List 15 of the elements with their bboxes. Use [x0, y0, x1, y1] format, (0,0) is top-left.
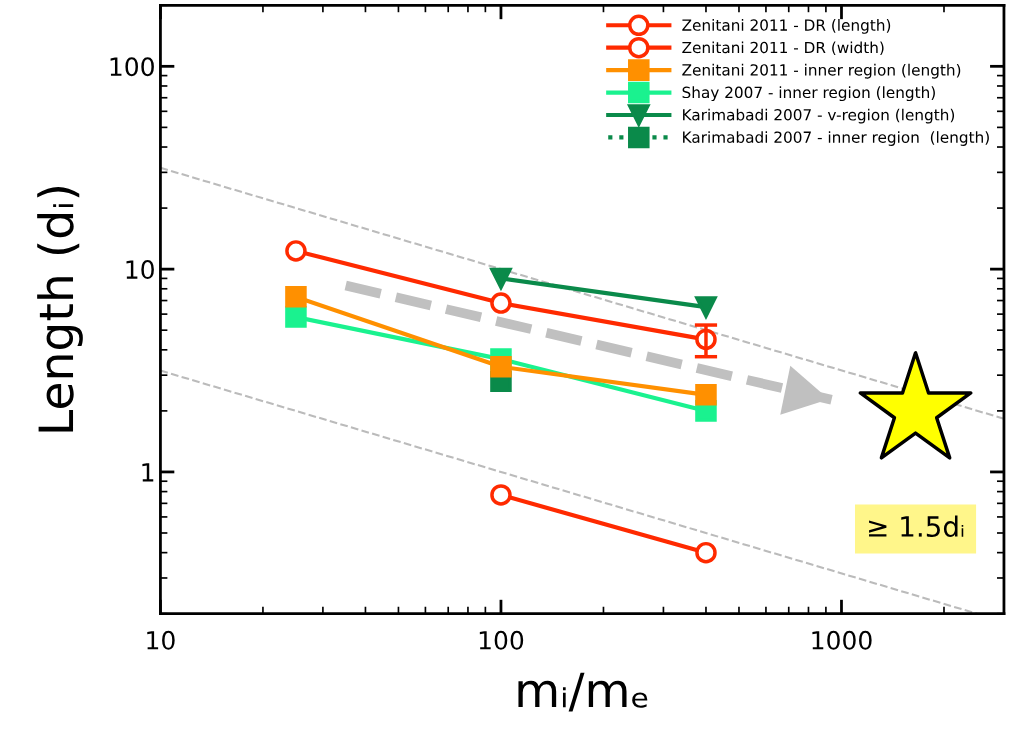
- y-tick-label: 100: [110, 57, 154, 77]
- y-tick-label: 10: [126, 260, 154, 279]
- y-tick-label: 1: [142, 463, 154, 482]
- legend-label: Shay 2007 - inner region (length): [682, 86, 935, 102]
- legend-label: Zenitani 2011 - DR (width): [682, 41, 884, 56]
- x-tick-label: 10: [147, 630, 175, 650]
- legend-label: Zenitani 2011 - inner region (length): [682, 63, 961, 79]
- y-axis-title: Length (dᵢ): [37, 186, 83, 432]
- legend-label: Zenitani 2011 - DR (length): [682, 19, 891, 34]
- x-axis-title: mᵢ/mₑ: [518, 672, 648, 712]
- x-tick-label: 100: [479, 630, 524, 650]
- legend-label: Karimabadi 2007 - v-region (length): [683, 108, 955, 124]
- annotation: ≥ 1.5dᵢ: [869, 515, 964, 537]
- x-tick-label: 1000: [812, 630, 872, 650]
- legend-label: Karimabadi 2007 - inner region (length): [683, 131, 989, 146]
